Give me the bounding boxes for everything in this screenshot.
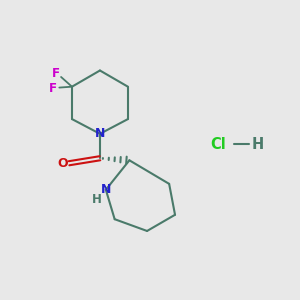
Text: O: O <box>57 157 68 170</box>
Text: H: H <box>251 136 264 152</box>
Text: F: F <box>49 82 57 95</box>
Text: Cl: Cl <box>210 136 226 152</box>
Text: N: N <box>100 183 111 196</box>
Text: H: H <box>92 193 101 206</box>
Text: N: N <box>95 127 105 140</box>
Text: F: F <box>52 67 60 80</box>
